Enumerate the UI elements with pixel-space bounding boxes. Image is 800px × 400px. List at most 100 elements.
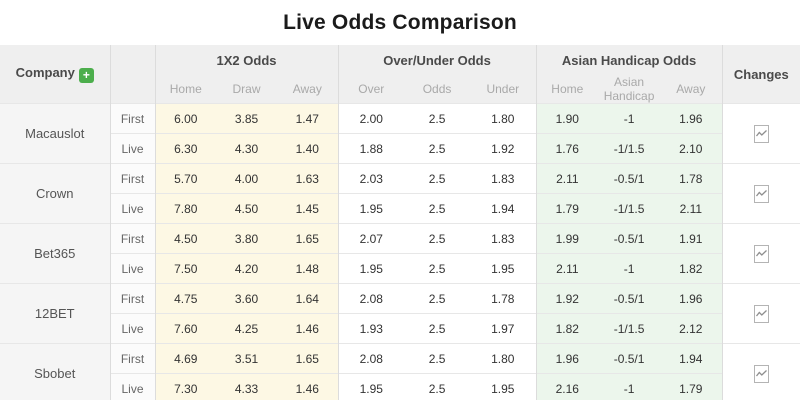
odds-value: 2.07 bbox=[337, 223, 405, 254]
odds-value: 2.11 bbox=[535, 163, 599, 194]
odds-row: Macauslot First 6.00 3.85 1.47 2.00 2.5 1.80 1.9… bbox=[0, 103, 800, 164]
odds-value: 1.95 bbox=[337, 253, 405, 284]
odds-value: 1.92 bbox=[535, 283, 599, 314]
odds-value: 2.00 bbox=[337, 103, 405, 134]
odds-row: Live 7.60 4.25 1.46 1.93 2.5 1.97 1.82 -1/1.5 2.1… bbox=[0, 313, 800, 344]
group-header-asian-handicap-odds: Asian Handicap Odds bbox=[535, 45, 723, 75]
odds-value: 2.16 bbox=[535, 373, 599, 400]
company-name: 12BET bbox=[0, 283, 110, 344]
odds-value: 1.96 bbox=[535, 343, 599, 374]
odds-value: 4.25 bbox=[216, 313, 277, 344]
row-type-label: Live bbox=[109, 373, 155, 400]
odds-value: 1.95 bbox=[337, 373, 405, 400]
col-header-ou-odds: Odds bbox=[404, 75, 471, 104]
odds-value: 1.88 bbox=[337, 133, 405, 164]
table-header: Company + 1X2 Odds Over/Under Odds Asian … bbox=[0, 45, 800, 104]
odds-row: Live 7.80 4.50 1.45 1.95 2.5 1.94 1.79 -1/1.5 2.1… bbox=[0, 193, 800, 224]
odds-row: Live 7.30 4.33 1.46 1.95 2.5 1.95 2.16 -1 1.79 bbox=[0, 373, 800, 400]
odds-value: 1.83 bbox=[470, 163, 537, 194]
odds-value: 4.50 bbox=[216, 193, 277, 224]
col-header-1x2-home: Home bbox=[154, 75, 216, 104]
col-header-ah-away: Away bbox=[660, 75, 723, 104]
company-name: Bet365 bbox=[0, 223, 110, 284]
odds-value: 2.11 bbox=[535, 253, 599, 284]
odds-value: 2.5 bbox=[404, 103, 471, 134]
odds-value: 2.5 bbox=[404, 343, 471, 374]
odds-value: 4.33 bbox=[216, 373, 277, 400]
odds-value: 4.30 bbox=[216, 133, 277, 164]
row-type-label: First bbox=[109, 103, 155, 134]
group-header-1x2-odds: 1X2 Odds bbox=[154, 45, 339, 75]
odds-value: 2.12 bbox=[660, 313, 723, 344]
odds-value: 1.78 bbox=[660, 163, 723, 194]
odds-value: 4.00 bbox=[216, 163, 277, 194]
odds-value: 2.11 bbox=[660, 193, 723, 224]
trend-chart-icon[interactable] bbox=[753, 184, 769, 203]
group-header-over-under-odds: Over/Under Odds bbox=[337, 45, 537, 75]
odds-value: 1.94 bbox=[470, 193, 537, 224]
odds-value: 5.70 bbox=[154, 163, 216, 194]
odds-value: 7.60 bbox=[154, 313, 216, 344]
odds-value: 1.46 bbox=[277, 313, 339, 344]
odds-value: 1.92 bbox=[470, 133, 537, 164]
odds-value: -0.5/1 bbox=[598, 343, 661, 374]
odds-value: 3.51 bbox=[216, 343, 277, 374]
odds-row: Bet365 First 4.50 3.80 1.65 2.07 2.5 1.83 1.99 -0… bbox=[0, 223, 800, 284]
changes-cell bbox=[721, 223, 800, 284]
trend-chart-icon[interactable] bbox=[753, 304, 769, 323]
company-column-header: Company + bbox=[0, 45, 110, 104]
odds-value: 3.60 bbox=[216, 283, 277, 314]
odds-table-body: Macauslot First 6.00 3.85 1.47 2.00 2.5 1.80 1.9… bbox=[0, 103, 800, 400]
odds-value: 1.79 bbox=[660, 373, 723, 400]
odds-value: 2.10 bbox=[660, 133, 723, 164]
row-type-label: Live bbox=[109, 193, 155, 224]
odds-value: -1 bbox=[598, 373, 661, 400]
col-header-ah-home: Home bbox=[535, 75, 599, 104]
odds-value: 1.80 bbox=[470, 103, 537, 134]
company-name: Sbobet bbox=[0, 343, 110, 400]
odds-value: 2.5 bbox=[404, 193, 471, 224]
odds-value: -0.5/1 bbox=[598, 283, 661, 314]
odds-value: -1/1.5 bbox=[598, 193, 661, 224]
col-header-ou-under: Under bbox=[470, 75, 537, 104]
odds-value: 2.5 bbox=[404, 253, 471, 284]
odds-value: 4.20 bbox=[216, 253, 277, 284]
odds-value: 1.82 bbox=[535, 313, 599, 344]
trend-chart-icon[interactable] bbox=[753, 364, 769, 383]
odds-value: 4.75 bbox=[154, 283, 216, 314]
odds-value: 6.30 bbox=[154, 133, 216, 164]
odds-value: 3.80 bbox=[216, 223, 277, 254]
odds-value: 1.97 bbox=[470, 313, 537, 344]
odds-value: 1.80 bbox=[470, 343, 537, 374]
row-type-label: Live bbox=[109, 313, 155, 344]
odds-row: Live 6.30 4.30 1.40 1.88 2.5 1.92 1.76 -1/1.5 2.1… bbox=[0, 133, 800, 164]
odds-value: 2.08 bbox=[337, 283, 405, 314]
odds-value: 1.90 bbox=[535, 103, 599, 134]
trend-chart-icon[interactable] bbox=[753, 244, 769, 263]
odds-value: 1.96 bbox=[660, 103, 723, 134]
row-type-label: First bbox=[109, 163, 155, 194]
row-type-column-header bbox=[109, 45, 155, 104]
odds-value: 2.03 bbox=[337, 163, 405, 194]
page-title: Live Odds Comparison bbox=[283, 11, 517, 34]
row-type-label: First bbox=[109, 283, 155, 314]
row-type-label: Live bbox=[109, 133, 155, 164]
odds-value: 2.5 bbox=[404, 223, 471, 254]
odds-value: 1.79 bbox=[535, 193, 599, 224]
changes-cell bbox=[721, 103, 800, 164]
odds-value: 4.50 bbox=[154, 223, 216, 254]
odds-value: -1 bbox=[598, 253, 661, 284]
plus-icon[interactable]: + bbox=[78, 68, 94, 83]
odds-value: 1.93 bbox=[337, 313, 405, 344]
col-header-1x2-away: Away bbox=[277, 75, 339, 104]
odds-value: 1.46 bbox=[277, 373, 339, 400]
odds-value: 1.40 bbox=[277, 133, 339, 164]
odds-value: 1.94 bbox=[660, 343, 723, 374]
odds-row: Live 7.50 4.20 1.48 1.95 2.5 1.95 2.11 -1 1.82 bbox=[0, 253, 800, 284]
company-name: Crown bbox=[0, 163, 110, 224]
trend-chart-icon[interactable] bbox=[753, 124, 769, 143]
col-header-ah-handicap: Asian Handicap bbox=[598, 75, 661, 104]
odds-value: 4.69 bbox=[154, 343, 216, 374]
company-header-label: Company bbox=[15, 65, 75, 80]
odds-value: 1.95 bbox=[470, 253, 537, 284]
